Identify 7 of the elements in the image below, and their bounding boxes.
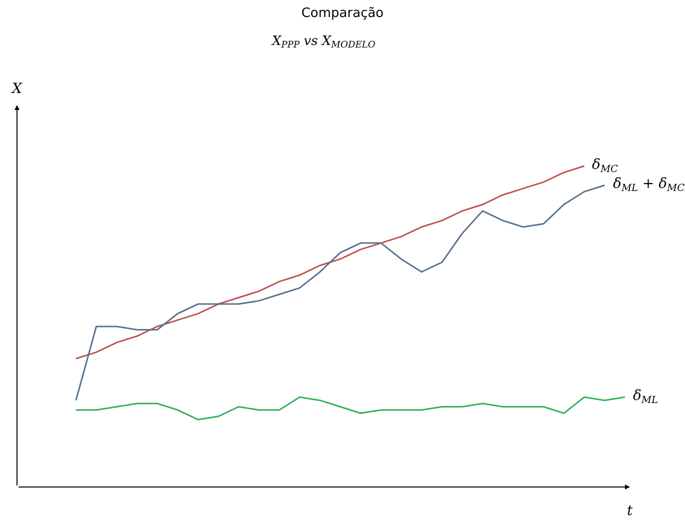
chart-title: Comparação: [301, 6, 384, 22]
series-label: δ$_{ML}$ + δ$_{MC}$: [613, 176, 685, 194]
text: X: [11, 81, 23, 97]
chart-subtitle: X$_{PPP}$ vs X$_{MODELO}$: [271, 34, 376, 51]
series-label: δ$_{ML}$: [633, 388, 658, 406]
x-axis-title: t: [627, 503, 633, 519]
series-label: δ$_{MC}$: [592, 157, 618, 175]
